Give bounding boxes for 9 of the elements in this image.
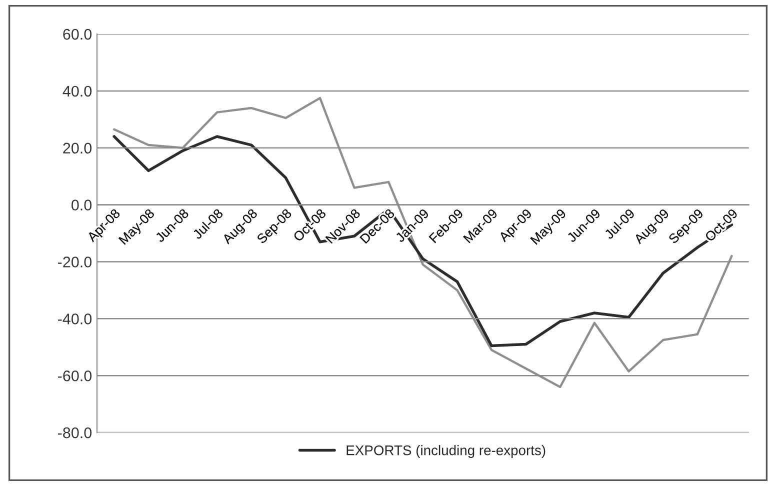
y-tick-label: -60.0	[58, 370, 92, 382]
y-tick-label: -20.0	[58, 256, 92, 268]
y-tick-label: -80.0	[58, 427, 92, 438]
y-tick-label: 40.0	[62, 86, 92, 97]
y-tick-label: 60.0	[63, 28, 92, 40]
y-tick-label: 0.0	[72, 200, 92, 210]
y-tick-label: 20.0	[63, 142, 92, 154]
y-tick-label: -40.0	[58, 314, 92, 324]
legend-label: EXPORTS (including re-exports)	[346, 445, 546, 458]
